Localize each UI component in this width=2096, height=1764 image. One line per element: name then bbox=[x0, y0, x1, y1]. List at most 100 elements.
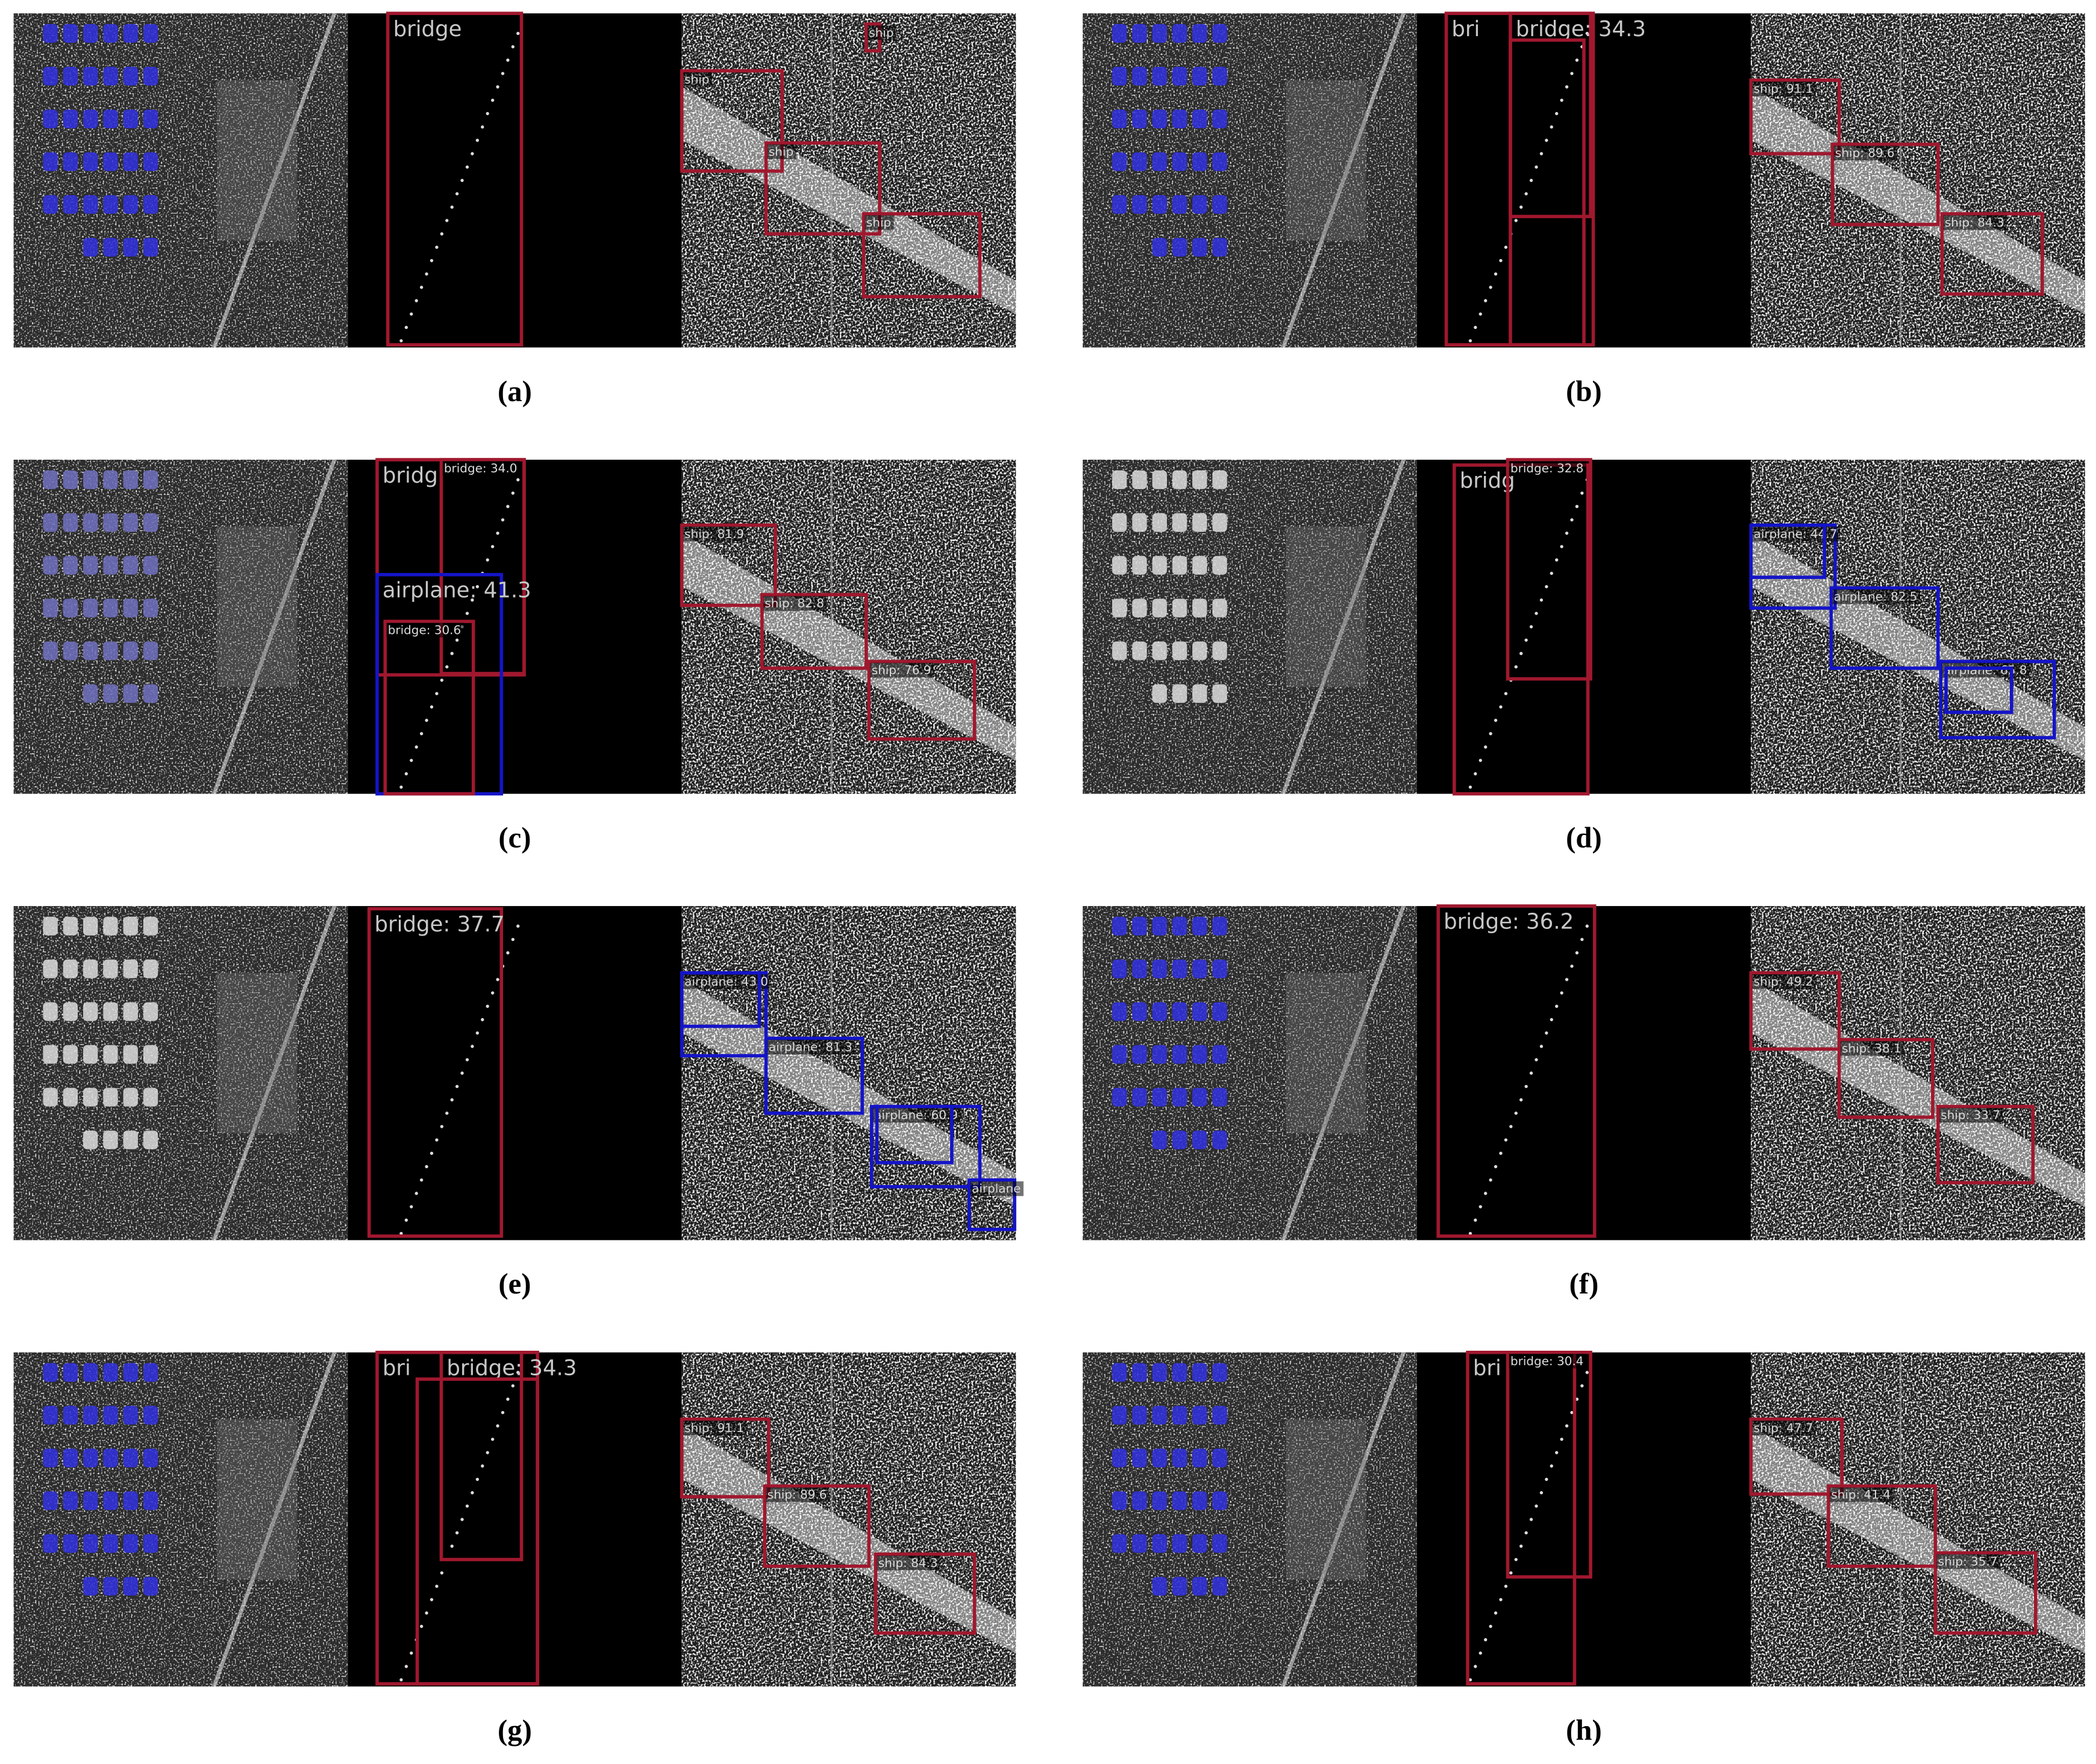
bridge-point bbox=[1585, 1371, 1589, 1374]
bridge-point bbox=[1524, 192, 1528, 196]
label-background bbox=[1939, 1107, 2003, 1123]
airplane-target bbox=[83, 195, 98, 214]
airplane-target bbox=[143, 237, 158, 257]
airplane-target bbox=[83, 23, 98, 43]
airplane-target bbox=[123, 66, 138, 86]
airplane-target bbox=[103, 916, 118, 936]
bridge-point bbox=[399, 1678, 403, 1681]
detection-label: ship bbox=[869, 25, 893, 40]
airplane-target bbox=[1212, 1534, 1227, 1553]
bridge-point bbox=[1570, 1410, 1574, 1415]
airplane-target bbox=[123, 555, 138, 575]
bridge-point bbox=[481, 1018, 484, 1022]
bridge-point bbox=[1580, 937, 1584, 942]
detection-box bbox=[1940, 212, 2044, 296]
airplane-target bbox=[1112, 555, 1127, 575]
label-background bbox=[1509, 461, 1586, 476]
airplane-target bbox=[1112, 916, 1127, 936]
detection-label: ship: 76.9 bbox=[872, 663, 931, 677]
bridge-point bbox=[1560, 545, 1563, 548]
detection-box bbox=[867, 660, 977, 741]
detection-label: bridge: 30.4 bbox=[1510, 1354, 1584, 1368]
speckle bbox=[13, 905, 348, 1240]
label-background bbox=[386, 622, 464, 638]
airplane-target bbox=[143, 1130, 158, 1149]
detection-box bbox=[1944, 666, 2013, 715]
airplane-target bbox=[43, 1448, 58, 1468]
label-background bbox=[970, 1181, 1024, 1196]
bridge-point bbox=[496, 531, 499, 535]
airplane-target bbox=[1192, 684, 1207, 703]
airplane-target bbox=[1192, 1363, 1207, 1382]
airplane-target bbox=[1132, 1087, 1147, 1107]
bridge-point bbox=[399, 785, 403, 789]
detection-label: bridg bbox=[1460, 469, 1515, 493]
detection-box bbox=[680, 69, 784, 173]
bridge-point bbox=[1565, 1424, 1569, 1428]
detection-box bbox=[1939, 660, 2056, 740]
bridge-point bbox=[506, 505, 510, 508]
airplane-target bbox=[63, 1002, 78, 1021]
bridge-point bbox=[516, 478, 520, 481]
bridge-point bbox=[516, 31, 520, 36]
detection-box bbox=[1827, 1484, 1938, 1568]
bridge-point bbox=[1545, 139, 1548, 142]
panel: bri bridge: 34.3 ship: 91.1 ship: 89.6 ship:… bbox=[13, 1351, 1016, 1687]
airplane-target bbox=[43, 1002, 58, 1021]
bridge-point bbox=[430, 705, 434, 709]
bridge-point bbox=[1570, 518, 1574, 522]
speckle bbox=[1751, 905, 2085, 1240]
airplane-target bbox=[1172, 195, 1187, 214]
airplane-target bbox=[143, 916, 158, 936]
speckle bbox=[1083, 460, 1417, 794]
detection-label: airplane: 41.3 bbox=[383, 578, 531, 603]
airplane-target bbox=[1172, 66, 1187, 86]
detection-box bbox=[1749, 523, 1827, 580]
bridge-point bbox=[455, 1531, 459, 1534]
airplane-target bbox=[103, 109, 118, 128]
detection-label: bri bbox=[1473, 1356, 1501, 1381]
airplane-target bbox=[83, 66, 98, 86]
airplane-target bbox=[1172, 555, 1187, 575]
detection-box bbox=[1829, 586, 1940, 670]
bridge-point bbox=[1519, 205, 1523, 209]
airplane-target bbox=[103, 1491, 118, 1510]
detection-box bbox=[383, 619, 475, 796]
detection-box bbox=[764, 1036, 864, 1115]
bridge-point bbox=[1474, 1665, 1477, 1668]
bridge-point bbox=[1519, 1098, 1523, 1102]
airplane-target bbox=[103, 959, 118, 978]
speckle bbox=[681, 1352, 1016, 1687]
airplane-target bbox=[143, 959, 158, 978]
field bbox=[216, 972, 297, 1134]
detection-box bbox=[760, 593, 868, 670]
airplane-target bbox=[143, 1406, 158, 1425]
airplane-target bbox=[123, 1577, 138, 1596]
bridge-point bbox=[1529, 178, 1533, 183]
airplane-target bbox=[83, 684, 98, 703]
sar-image bbox=[1416, 460, 1751, 794]
label-background bbox=[1936, 1554, 2000, 1569]
road bbox=[212, 1351, 337, 1687]
bridge-point bbox=[496, 978, 499, 981]
airplane-target bbox=[1152, 916, 1167, 936]
bridge-point bbox=[440, 1125, 443, 1128]
airplane-target bbox=[1112, 1045, 1127, 1064]
detection-label: bridge bbox=[393, 17, 462, 42]
detection-box bbox=[763, 1484, 871, 1568]
bridge-point bbox=[465, 1504, 469, 1508]
bridge-point bbox=[410, 1205, 413, 1209]
airplane-target bbox=[1112, 641, 1127, 660]
bridge-point bbox=[404, 772, 408, 775]
bridge-point bbox=[460, 1071, 464, 1075]
airplane-target bbox=[1132, 1045, 1147, 1064]
airplane-target bbox=[1172, 598, 1187, 618]
bridge-point bbox=[450, 205, 454, 209]
coast bbox=[681, 1425, 1016, 1653]
airplane-target bbox=[1212, 1130, 1227, 1149]
bridge-point bbox=[1524, 638, 1528, 642]
airplane-target bbox=[1152, 1406, 1167, 1425]
airplane-target bbox=[63, 598, 78, 618]
field bbox=[216, 1419, 297, 1580]
bridge-point bbox=[1514, 665, 1518, 669]
